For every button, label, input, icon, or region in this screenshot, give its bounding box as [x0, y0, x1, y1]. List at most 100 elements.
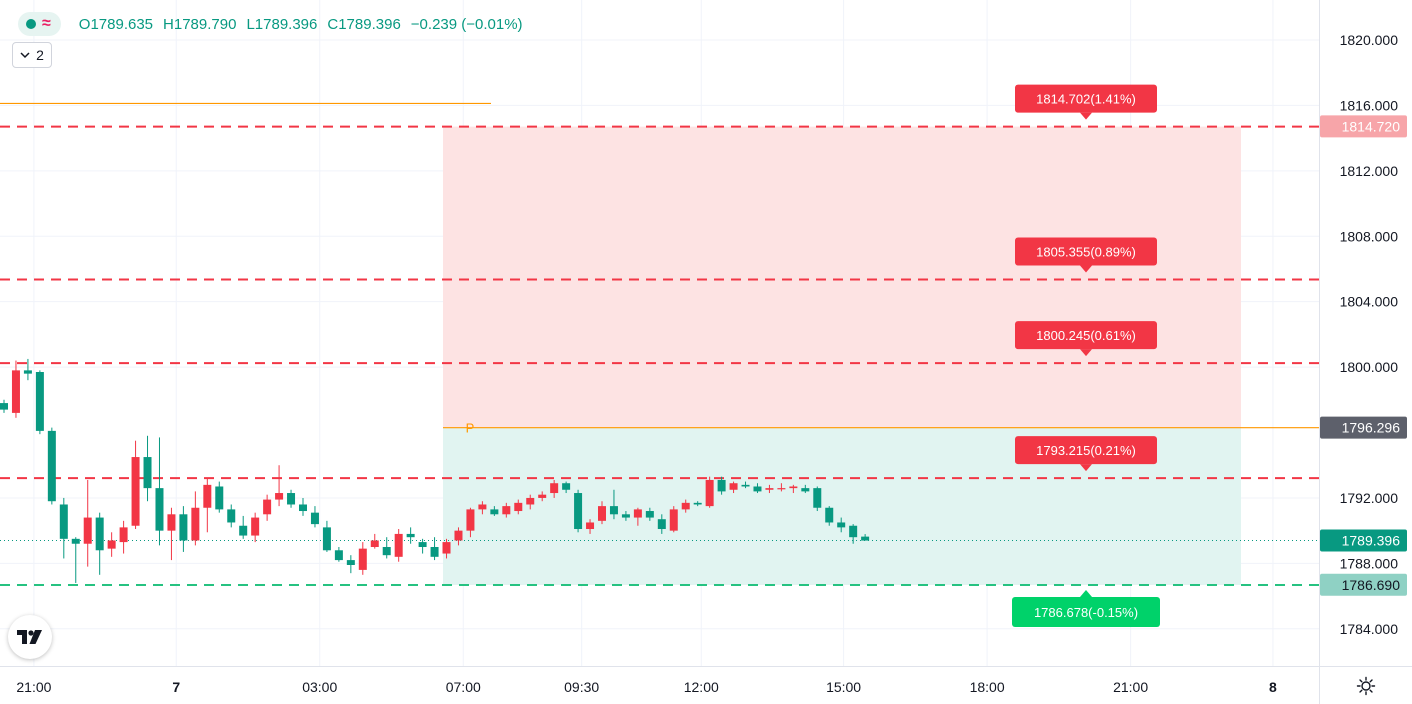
candle [0, 399, 8, 413]
high-label: H [163, 15, 174, 33]
candle [370, 533, 379, 549]
stop-label: 1786.678(-0.15%) [1012, 589, 1160, 627]
candle-body [681, 502, 690, 510]
candle [11, 360, 20, 418]
price-tick-label: 1804.000 [1340, 294, 1399, 310]
target-label: 1800.245(0.61%) [1015, 321, 1157, 357]
candle-body [825, 507, 834, 523]
target-label-text: 1814.702(1.41%) [1036, 92, 1136, 107]
candle [586, 519, 595, 534]
candle-body [562, 483, 571, 490]
candle [251, 512, 260, 543]
candle [633, 507, 642, 526]
stop-price-tag: 1786.690 [1320, 573, 1407, 596]
time-tick-label: 18:00 [970, 679, 1005, 695]
candle [693, 501, 702, 507]
candle [310, 506, 319, 528]
candle-body [633, 509, 642, 518]
candle-body [263, 499, 272, 515]
candle-body [777, 488, 786, 490]
pivot-label: P [466, 421, 475, 436]
candle [705, 476, 714, 508]
candle [95, 512, 104, 575]
candle-body [179, 514, 188, 541]
candle-body [801, 488, 810, 492]
candle-body [657, 519, 666, 530]
candle [813, 486, 822, 512]
current-price-tag-bg [1320, 529, 1407, 552]
stop-price-tag-text: 1786.690 [1342, 577, 1401, 593]
candle [765, 484, 774, 494]
price-tick-label: 1792.000 [1340, 490, 1399, 506]
target-price-tag-bg [1320, 115, 1407, 138]
candle-body [143, 457, 152, 489]
candle [227, 504, 236, 528]
pivot-price-tag: 1796.296 [1320, 416, 1407, 439]
candle-body [119, 527, 128, 543]
candle [155, 437, 164, 546]
candle-body [239, 525, 248, 536]
candle [514, 499, 523, 515]
time-tick-label: 12:00 [684, 679, 719, 695]
target-label: 1793.215(0.21%) [1015, 436, 1157, 472]
candle [861, 534, 870, 541]
time-tick-label: 15:00 [826, 679, 861, 695]
tradingview-logo-icon[interactable] [8, 615, 52, 659]
settings-gear-icon[interactable] [1354, 674, 1378, 698]
candle [394, 529, 403, 562]
candle-body [621, 514, 630, 518]
symbol-pill[interactable]: ≈ [18, 12, 61, 36]
candle [346, 555, 355, 574]
wave-icon: ≈ [42, 15, 51, 32]
price-axis[interactable]: 1820.000 1816.000 1812.000 1808.000 1804.000… [1319, 0, 1412, 704]
candle-body [346, 560, 355, 565]
candle-body [0, 403, 8, 410]
target-price-tag: 1814.720 [1320, 115, 1407, 138]
level-labels: 1814.702(1.41%) 1805.355(0.89%) 1800.245(0… [1012, 84, 1160, 627]
indicators-collapse-button[interactable]: 2 [12, 42, 52, 68]
candle-body [550, 483, 559, 494]
target-label-box [1015, 436, 1157, 465]
price-tick-label: 1800.000 [1340, 359, 1399, 375]
candle-body [322, 527, 331, 551]
candle [239, 515, 248, 539]
time-tick-label: 09:30 [564, 679, 599, 695]
candle-body [466, 509, 475, 531]
candle [47, 427, 56, 505]
candle-body [251, 517, 260, 536]
candle-body [693, 502, 702, 505]
candle-body [382, 547, 391, 556]
time-tick-label: 07:00 [446, 679, 481, 695]
candle-body [645, 511, 654, 518]
ohlc-legend: ≈ O1789.635 H1789.790 L1789.396 C1789.39… [18, 12, 523, 36]
target-label-text: 1800.245(0.61%) [1036, 328, 1136, 343]
candle-body [442, 542, 451, 554]
candle [167, 507, 176, 561]
candle-body [586, 522, 595, 530]
target-label-pointer [1080, 112, 1092, 120]
close-value: 1789.396 [338, 15, 401, 33]
time-tick-label: 8 [1269, 679, 1277, 695]
time-axis[interactable]: 21:00 7 03:00 07:00 09:30 12:00 15:00 18:00 21:0… [0, 666, 1412, 696]
candle-body [705, 479, 714, 507]
candle [550, 479, 559, 498]
candle [609, 489, 618, 520]
candle-body [526, 497, 535, 505]
candle [107, 532, 116, 557]
candle [789, 484, 798, 494]
candle [83, 479, 92, 567]
candle-body [430, 547, 439, 557]
candle [741, 481, 750, 489]
pivot-price-tag-bg [1320, 416, 1407, 439]
time-tick-label: 21:00 [16, 679, 51, 695]
candle-body [418, 542, 427, 548]
candle-body [598, 506, 606, 521]
candle [59, 497, 68, 559]
candle [131, 440, 140, 530]
candle-body [11, 370, 20, 413]
candle [717, 476, 726, 495]
time-tick-label: 7 [172, 679, 180, 695]
candle [191, 491, 200, 546]
change-value: −0.239 (−0.01%) [410, 15, 523, 33]
